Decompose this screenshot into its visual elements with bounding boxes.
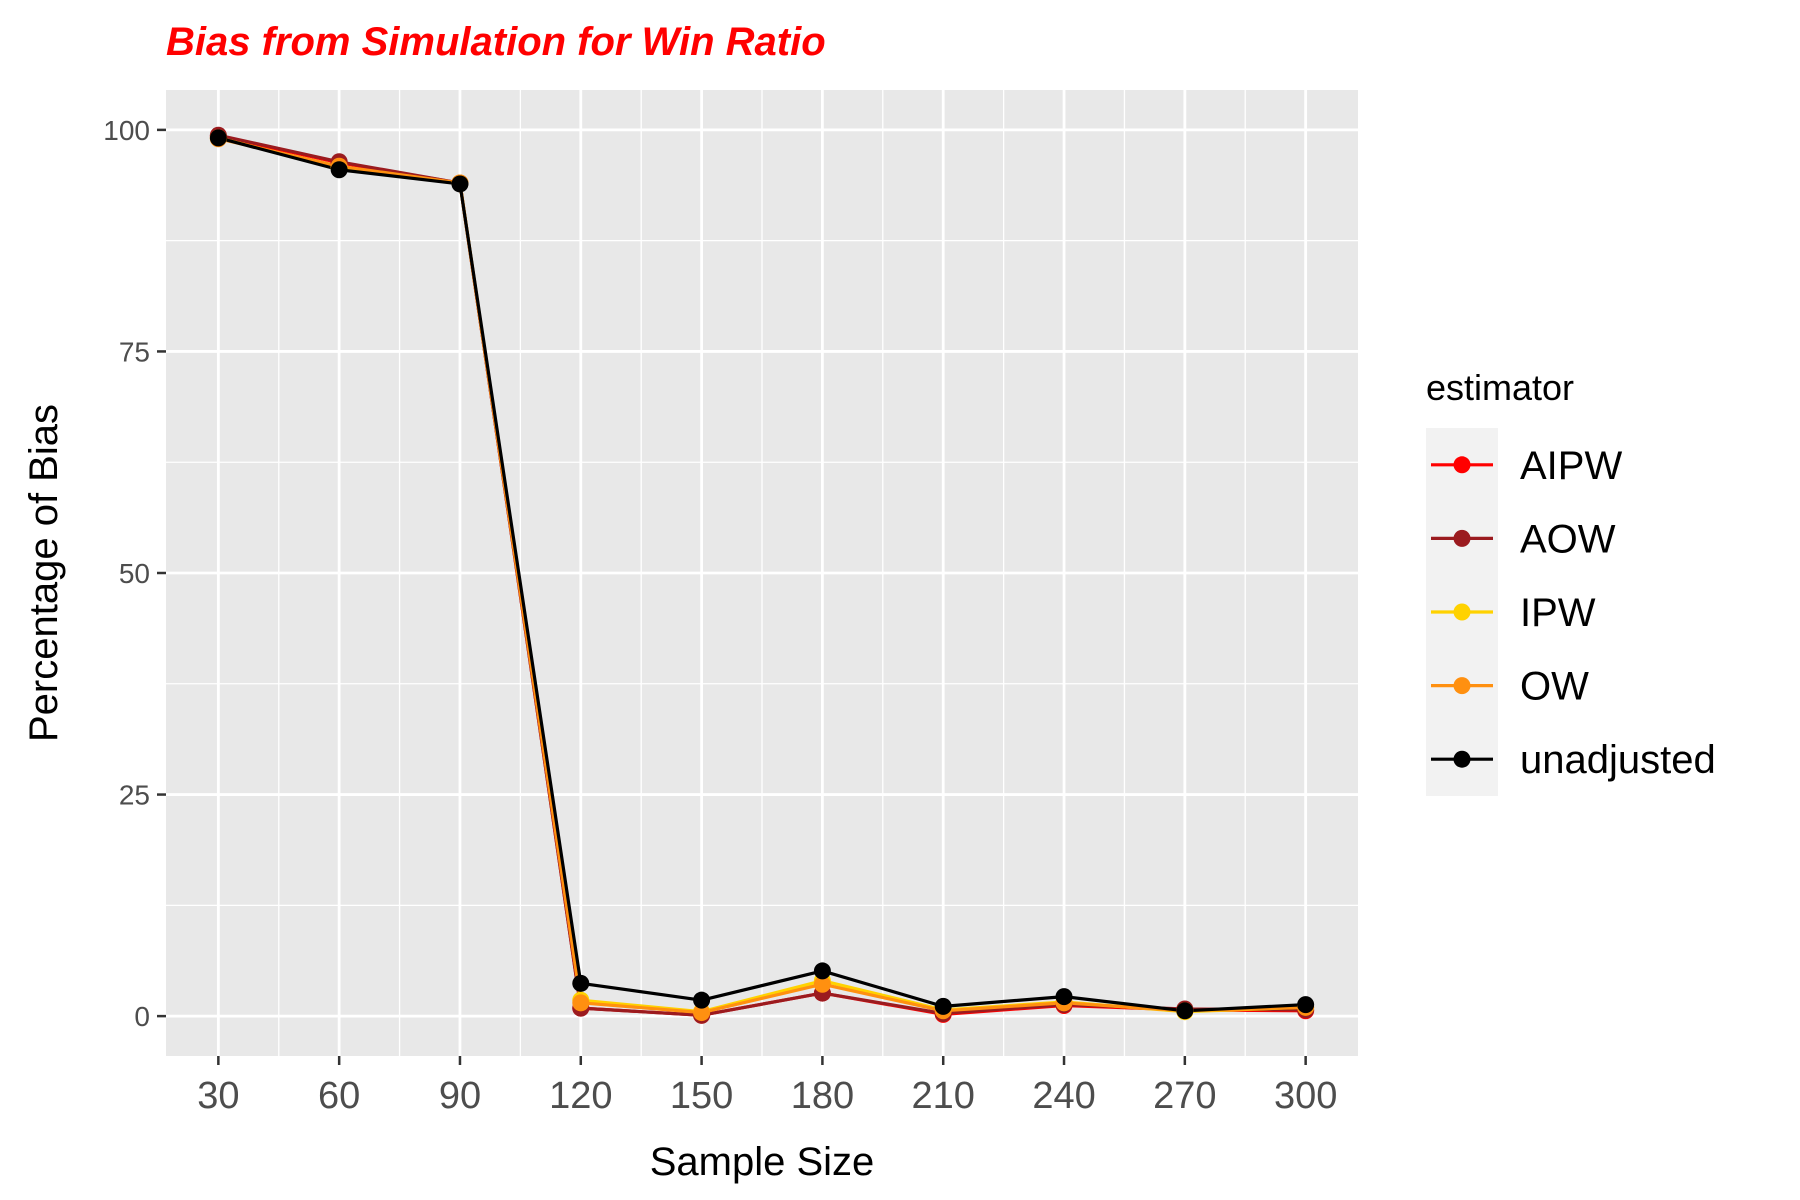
- legend-title: estimator: [1426, 367, 1574, 408]
- major-gridlines: [166, 90, 1358, 1056]
- x-tick-label: 60: [318, 1075, 360, 1117]
- legend-label-AIPW: AIPW: [1520, 444, 1622, 488]
- legend-label-OW: OW: [1520, 665, 1589, 709]
- legend-key-point-AIPW: [1453, 456, 1471, 474]
- data-point-unadjusted: [934, 997, 952, 1015]
- x-axis: 30 60 90 120 150 180 210 240 270 300: [197, 1056, 1337, 1117]
- data-point-OW: [813, 975, 831, 993]
- series-lines: [217, 133, 1306, 1017]
- x-tick-label: 30: [197, 1075, 239, 1117]
- data-point-unadjusted: [451, 175, 469, 193]
- data-point-unadjusted: [1055, 988, 1073, 1006]
- series-line-unadjusted: [217, 136, 1306, 1013]
- x-tick-label: 300: [1274, 1075, 1337, 1117]
- data-point-unadjusted: [813, 962, 831, 980]
- data-point-OW: [572, 994, 590, 1012]
- data-point-OW: [693, 1004, 711, 1022]
- series-points: [209, 126, 1315, 1024]
- y-axis-title: Percentage of Bias: [22, 404, 66, 742]
- x-tick-label: 90: [439, 1075, 481, 1117]
- x-axis-title: Sample Size: [650, 1140, 875, 1184]
- data-point-unadjusted: [572, 974, 590, 992]
- x-tick-label: 120: [549, 1075, 612, 1117]
- data-point-unadjusted: [209, 129, 227, 147]
- data-point-unadjusted: [1176, 1002, 1194, 1020]
- legend-key-point-AOW: [1453, 529, 1471, 547]
- legend-label-IPW: IPW: [1520, 591, 1596, 635]
- y-tick-label: 25: [119, 780, 150, 811]
- y-tick-label: 0: [134, 1001, 150, 1032]
- legend-key-point-IPW: [1453, 603, 1471, 621]
- x-tick-label: 240: [1032, 1075, 1095, 1117]
- y-tick-label: 50: [119, 558, 150, 589]
- legend-label-AOW: AOW: [1520, 517, 1616, 561]
- x-tick-label: 180: [791, 1075, 854, 1117]
- data-point-unadjusted: [693, 991, 711, 1009]
- data-point-unadjusted: [1297, 996, 1315, 1014]
- chart-title: Bias from Simulation for Win Ratio: [166, 20, 826, 64]
- x-tick-label: 270: [1153, 1075, 1216, 1117]
- x-tick-label: 150: [670, 1075, 733, 1117]
- data-point-unadjusted: [330, 161, 348, 179]
- legend-label-unadjusted: unadjusted: [1520, 738, 1716, 782]
- x-tick-label: 210: [912, 1075, 975, 1117]
- y-axis: 0 25 50 75 100: [103, 115, 166, 1032]
- y-tick-label: 100: [103, 115, 150, 146]
- series-line-OW: [217, 137, 1306, 1015]
- y-tick-label: 75: [119, 336, 150, 367]
- legend: estimator AIPW AOW IPW OW unadjusted: [1426, 367, 1716, 796]
- legend-key-point-OW: [1453, 677, 1471, 695]
- legend-key-point-unadjusted: [1453, 750, 1471, 768]
